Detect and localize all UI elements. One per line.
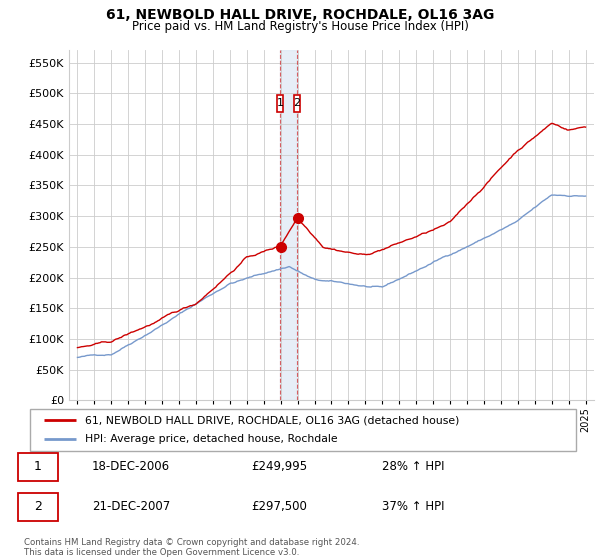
Text: HPI: Average price, detached house, Rochdale: HPI: Average price, detached house, Roch… — [85, 434, 337, 444]
Text: Price paid vs. HM Land Registry's House Price Index (HPI): Price paid vs. HM Land Registry's House … — [131, 20, 469, 32]
Text: 1: 1 — [34, 460, 41, 473]
FancyBboxPatch shape — [294, 95, 300, 112]
FancyBboxPatch shape — [30, 409, 576, 451]
FancyBboxPatch shape — [277, 95, 283, 112]
Text: 1: 1 — [277, 98, 284, 108]
Text: £297,500: £297,500 — [251, 500, 307, 514]
Text: 21-DEC-2007: 21-DEC-2007 — [92, 500, 170, 514]
Text: Contains HM Land Registry data © Crown copyright and database right 2024.
This d: Contains HM Land Registry data © Crown c… — [24, 538, 359, 557]
Text: 2: 2 — [34, 500, 41, 514]
Text: 61, NEWBOLD HALL DRIVE, ROCHDALE, OL16 3AG: 61, NEWBOLD HALL DRIVE, ROCHDALE, OL16 3… — [106, 8, 494, 22]
Text: 2: 2 — [293, 98, 301, 108]
Text: 18-DEC-2006: 18-DEC-2006 — [92, 460, 170, 473]
Text: 37% ↑ HPI: 37% ↑ HPI — [383, 500, 445, 514]
Text: £249,995: £249,995 — [251, 460, 308, 473]
Text: 61, NEWBOLD HALL DRIVE, ROCHDALE, OL16 3AG (detached house): 61, NEWBOLD HALL DRIVE, ROCHDALE, OL16 3… — [85, 415, 459, 425]
Text: 28% ↑ HPI: 28% ↑ HPI — [383, 460, 445, 473]
Bar — [280, 50, 297, 400]
FancyBboxPatch shape — [18, 493, 58, 521]
FancyBboxPatch shape — [18, 452, 58, 481]
